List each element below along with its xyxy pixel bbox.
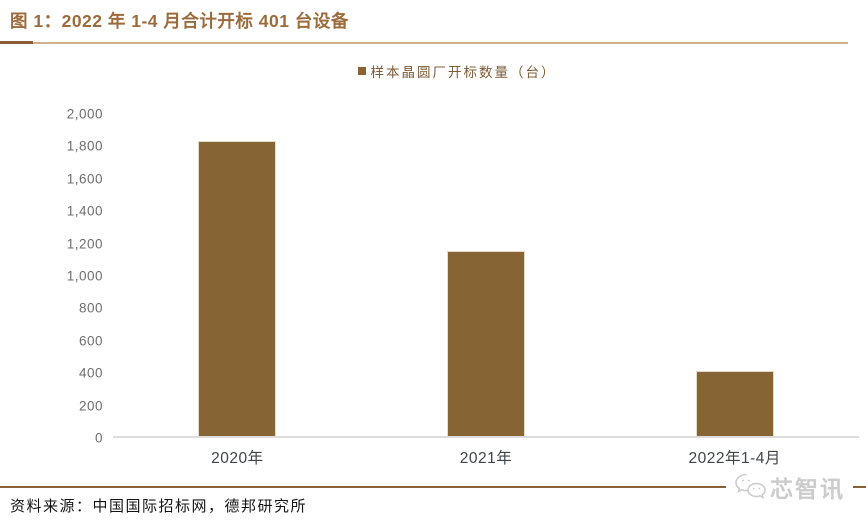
footer-divider	[0, 486, 866, 488]
y-tick-label: 400	[78, 365, 103, 381]
x-axis-label: 2022年1-4月	[688, 450, 781, 467]
y-tick-label: 1,000	[66, 268, 103, 284]
y-axis-labels: 2,000 1,800 1,600 1,400 1,200 1,000 800 600 400 2…	[0, 107, 103, 446]
bar-slot-2	[610, 114, 859, 436]
watermark: 芯智讯	[726, 469, 853, 505]
bar-slot-1	[362, 114, 611, 436]
legend-swatch-icon	[357, 67, 366, 75]
x-axis-label: 2021年	[459, 450, 513, 467]
y-tick-label: 200	[78, 398, 103, 414]
title-divider	[0, 41, 848, 44]
figure-title: 图 1：2022 年 1-4 月合计开标 401 台设备	[10, 11, 349, 31]
title-divider-light	[0, 42, 848, 44]
y-tick-label: 1,800	[66, 138, 103, 154]
y-tick-label: 600	[78, 333, 103, 349]
x-axis-labels: 2020年 2021年 2022年1-4月	[113, 446, 859, 468]
chart-legend: 样本晶圆厂开标数量（台）	[0, 61, 866, 81]
y-tick-label: 800	[78, 300, 103, 316]
y-tick-label: 1,200	[66, 236, 103, 252]
y-tick-label: 0	[94, 430, 103, 446]
bar-2	[695, 371, 774, 436]
plot-area	[113, 114, 859, 438]
bar-1	[447, 250, 525, 436]
legend-label: 样本晶圆厂开标数量（台）	[370, 65, 557, 80]
y-tick-label: 1,600	[66, 171, 103, 187]
y-tick-label: 2,000	[66, 106, 103, 122]
x-axis-label: 2020年	[211, 450, 264, 467]
chat-bubbles-icon	[734, 472, 766, 502]
watermark-text: 芯智讯	[770, 476, 845, 502]
y-tick-label: 1,400	[66, 203, 103, 219]
source-note: 资料来源：中国国际招标网，德邦研究所	[10, 499, 308, 515]
title-divider-accent	[0, 41, 33, 44]
bar-slot-0	[113, 114, 362, 436]
bar-0	[198, 141, 277, 436]
